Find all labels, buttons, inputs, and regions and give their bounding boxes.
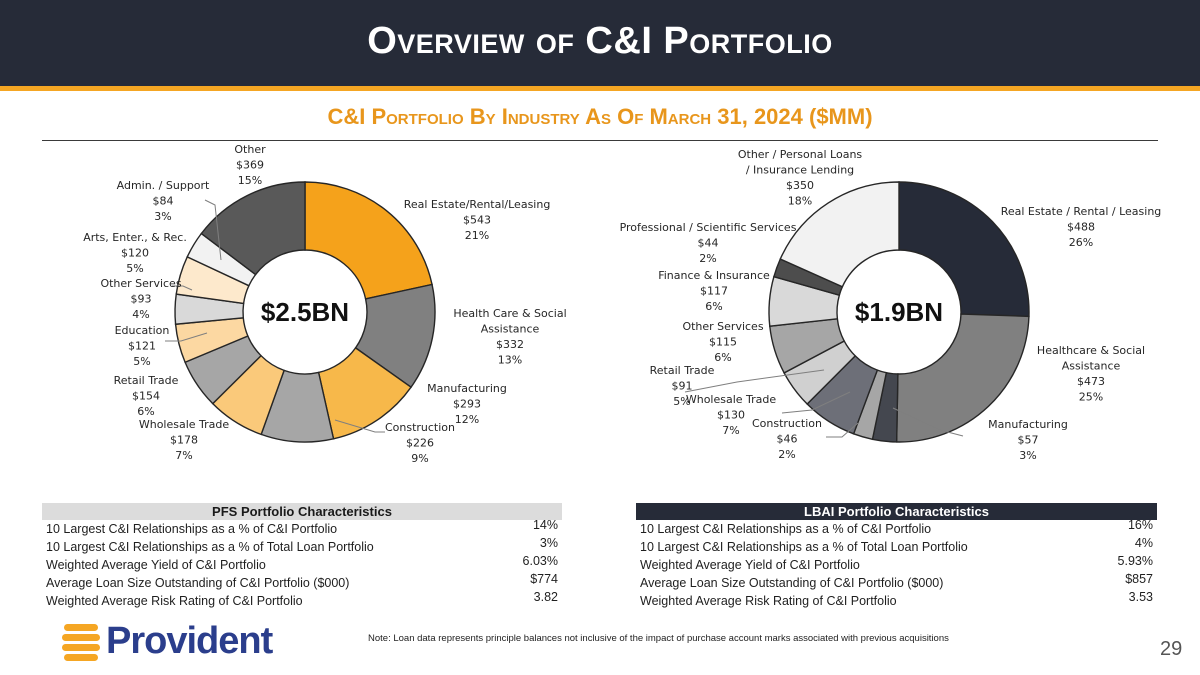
lbai-label-2: Manufacturing $57 3% xyxy=(988,418,1068,462)
chart-subtitle: C&I Portfolio By Industry As Of March 31… xyxy=(327,104,873,129)
header-accent-stripe xyxy=(0,86,1200,91)
pfs-label-5: Retail Trade $154 6% xyxy=(114,374,179,418)
pfs-table-body: 10 Largest C&I Relationships as a % of C… xyxy=(42,518,562,610)
pfs-label-7: Other Services $93 4% xyxy=(100,277,181,321)
pfs-characteristics-table: PFS Portfolio Characteristics 10 Largest… xyxy=(42,503,562,610)
lbai-slice-real-estate-rental-leasing xyxy=(898,181,1030,318)
pfs-label-3: Construction $226 9% xyxy=(385,421,455,465)
lbai-slice-healthcare-social-assistance xyxy=(895,313,1030,443)
pfs-label-8: Arts, Enter., & Rec. $120 5% xyxy=(83,231,187,275)
lbai-slice-other-personal-loans-insurance-lending xyxy=(779,181,900,288)
pfs-label-2: Manufacturing $293 12% xyxy=(427,382,507,426)
pfs-label-9: Admin. / Support $84 3% xyxy=(117,179,210,223)
leader-line-4 xyxy=(684,369,825,393)
lbai-label-0: Real Estate / Rental / Leasing $488 26% xyxy=(1001,205,1162,249)
lbai-label-5: Retail Trade $91 5% xyxy=(650,364,715,408)
pfs-center-total: $2.5BN xyxy=(261,297,349,327)
pfs-label-10: Other $369 15% xyxy=(234,143,266,187)
slice-labels: Real Estate/Rental/Leasing $543 21% Health … xyxy=(83,143,1161,465)
lbai-label-6: Other Services $115 6% xyxy=(682,320,763,364)
pfs-slice-other xyxy=(200,181,306,276)
table-row: 10 Largest C&I Relationships as a % of T… xyxy=(42,536,562,556)
leader-lines xyxy=(165,199,964,438)
table-row: Average Loan Size Outstanding of C&I Por… xyxy=(636,572,1157,592)
table-row: Weighted Average Yield of C&I Portfolio 6… xyxy=(42,554,562,574)
lbai-center-total: $1.9BN xyxy=(855,297,943,327)
leader-line-0 xyxy=(204,199,222,261)
page-title: Overview of C&I Portfolio xyxy=(367,20,833,62)
row-value: 6.03% xyxy=(522,554,558,568)
row-label: Weighted Average Yield of C&I Portfolio xyxy=(46,558,266,572)
lbai-table-title: LBAI Portfolio Characteristics xyxy=(636,503,1157,520)
row-value: $857 xyxy=(1125,572,1153,586)
leader-line-3 xyxy=(334,419,385,433)
lbai-label-4: Wholesale Trade $130 7% xyxy=(686,393,777,437)
leader-line-6 xyxy=(826,422,859,438)
pfs-slice-real-estate-rental-leasing xyxy=(304,181,433,300)
lbai-label-9: Other / Personal Loans / Insurance Lendin… xyxy=(738,148,863,208)
row-label: 10 Largest C&I Relationships as a % of C… xyxy=(46,522,338,536)
row-label: Average Loan Size Outstanding of C&I Por… xyxy=(46,576,350,590)
pfs-table-title: PFS Portfolio Characteristics xyxy=(42,503,562,520)
footnote: Note: Loan data represents principle bal… xyxy=(368,633,949,644)
table-row: 10 Largest C&I Relationships as a % of C… xyxy=(42,518,562,538)
pfs-donut-chart: $2.5BN xyxy=(174,181,436,443)
row-label: 10 Largest C&I Relationships as a % of T… xyxy=(640,540,968,554)
row-value: 3% xyxy=(539,536,558,550)
provident-logo-mark-icon xyxy=(62,624,100,661)
leader-line-7 xyxy=(892,407,964,437)
row-value: 3.82 xyxy=(533,590,558,604)
row-value: 16% xyxy=(1127,518,1153,532)
row-value: 4% xyxy=(1134,536,1153,550)
pfs-label-0: Real Estate/Rental/Leasing $543 21% xyxy=(404,198,551,242)
table-row: Weighted Average Risk Rating of C&I Port… xyxy=(42,590,562,610)
row-value: $774 xyxy=(530,572,558,586)
table-row: 10 Largest C&I Relationships as a % of C… xyxy=(636,518,1157,538)
donut-charts: $2.5BN $1.9BN Real Estate/Rental/Leasing… xyxy=(83,143,1161,465)
lbai-donut-chart: $1.9BN xyxy=(768,181,1030,443)
lbai-characteristics-table: LBAI Portfolio Characteristics 10 Larges… xyxy=(636,503,1157,610)
lbai-label-7: Finance & Insurance $117 6% xyxy=(658,269,770,313)
pfs-label-1: Health Care & Social Assistance $332 13% xyxy=(453,307,566,367)
lbai-label-3: Construction $46 2% xyxy=(752,417,822,461)
table-row: 10 Largest C&I Relationships as a % of T… xyxy=(636,536,1157,556)
row-value: 14% xyxy=(532,518,558,532)
row-label: Weighted Average Risk Rating of C&I Port… xyxy=(640,594,897,608)
row-label: Weighted Average Yield of C&I Portfolio xyxy=(640,558,860,572)
lbai-label-8: Professional / Scientific Services $44 2% xyxy=(620,221,797,265)
leader-line-2 xyxy=(165,332,208,342)
table-row: Average Loan Size Outstanding of C&I Por… xyxy=(42,572,562,592)
header-bar xyxy=(0,0,1200,86)
lbai-label-1: Healthcare & Social Assistance $473 25% xyxy=(1037,344,1145,404)
row-label: 10 Largest C&I Relationships as a % of C… xyxy=(640,522,932,536)
leader-line-5 xyxy=(781,391,851,414)
subtitle-divider xyxy=(42,140,1158,141)
row-label: Average Loan Size Outstanding of C&I Por… xyxy=(640,576,944,590)
table-row: Weighted Average Yield of C&I Portfolio 5… xyxy=(636,554,1157,574)
row-label: 10 Largest C&I Relationships as a % of T… xyxy=(46,540,374,554)
pfs-label-6: Education $121 5% xyxy=(115,324,170,368)
lbai-table-body: 10 Largest C&I Relationships as a % of C… xyxy=(636,518,1157,610)
row-value: 5.93% xyxy=(1117,554,1153,568)
leader-line-1 xyxy=(172,285,193,291)
pfs-label-4: Wholesale Trade $178 7% xyxy=(139,418,230,462)
page-number: 29 xyxy=(1160,638,1183,660)
row-value: 3.53 xyxy=(1128,590,1153,604)
table-row: Weighted Average Risk Rating of C&I Port… xyxy=(636,590,1157,610)
provident-logo-text: Provident xyxy=(106,620,273,662)
row-label: Weighted Average Risk Rating of C&I Port… xyxy=(46,594,303,608)
